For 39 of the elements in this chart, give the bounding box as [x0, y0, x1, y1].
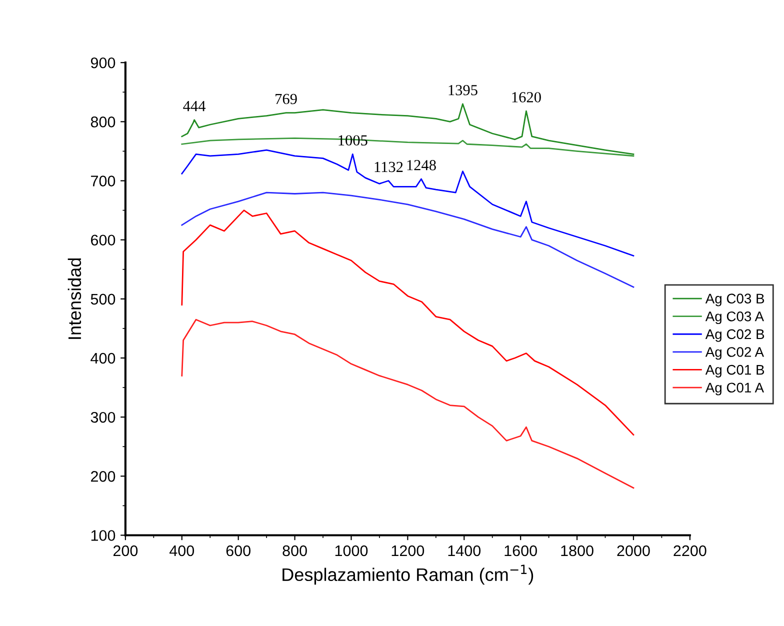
x-tick-label: 600 [226, 545, 250, 556]
legend-label: Ag C02 A [705, 347, 764, 360]
line-series [181, 210, 634, 436]
y-tick-label: 100 [91, 530, 116, 541]
x-tick-label: 1200 [392, 545, 424, 556]
y-tick-label: 200 [91, 471, 116, 482]
x-tick-label: 1000 [335, 545, 368, 556]
line-series [181, 192, 634, 288]
legend-label: Ag C03 A [705, 311, 764, 324]
annotation: 444 [183, 101, 206, 112]
legend-label: Ag C01 B [705, 364, 764, 378]
annotation: 1395 [448, 85, 478, 96]
legend-label: Ag C03 B [705, 294, 764, 306]
y-tick-label: 600 [91, 234, 116, 246]
y-tick-label: 300 [90, 412, 116, 423]
annotation: 1248 [407, 160, 436, 170]
y-tick-label: 400 [90, 352, 116, 364]
y-tick-label: 500 [90, 294, 116, 305]
annotation: 769 [276, 94, 297, 104]
x-tick-label: 1400 [448, 545, 481, 556]
legend-label: Ag C02 B [705, 329, 764, 342]
x-tick-label: 800 [282, 545, 307, 556]
legend-label: Ag C01 A [705, 382, 764, 396]
x-tick-label: 2000 [617, 545, 650, 556]
x-axis-title: Desplazamiento Raman (cm$^{−1}$) [282, 564, 534, 585]
y-tick-label: 800 [90, 116, 116, 128]
x-tick-label: 1800 [561, 545, 594, 556]
x-tick-label: 400 [169, 545, 194, 556]
x-tick-label: 1600 [504, 545, 537, 556]
line-series [181, 149, 634, 256]
x-tick-label: 200 [113, 545, 138, 556]
x-tick-label: 2200 [674, 545, 706, 556]
annotation: 1620 [512, 92, 541, 102]
y-tick-label: 900 [90, 57, 116, 68]
y-axis-title: Intensidad [68, 258, 82, 339]
y-tick-label: 700 [91, 176, 116, 186]
annotation: 1132 [374, 162, 403, 172]
line-series [181, 103, 634, 155]
line-series [181, 318, 634, 489]
